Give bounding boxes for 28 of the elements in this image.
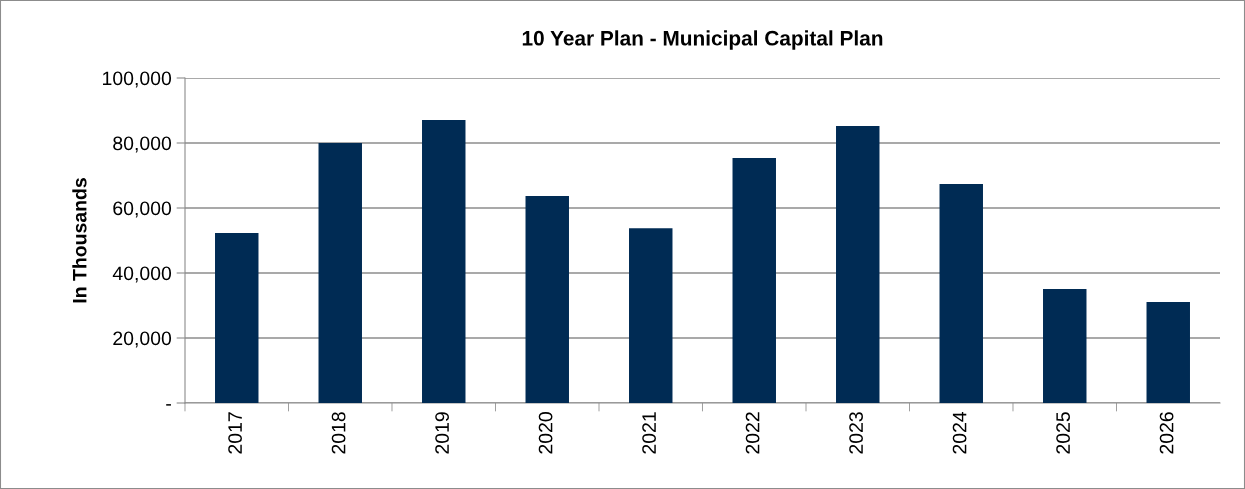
- x-tick-label: 2018: [331, 412, 346, 454]
- x-tick-label: 2021: [642, 412, 656, 454]
- x-tick-label: 2017: [228, 412, 242, 454]
- x-tick-label: 2019: [435, 412, 449, 454]
- x-tick-label: 2020: [538, 412, 553, 454]
- x-tick-label: 2023: [849, 412, 863, 454]
- chart-title: 10 Year Plan - Municipal Capital Plan: [522, 30, 883, 50]
- y-axis-title: In Thousands: [72, 178, 87, 303]
- bar: [1146, 301, 1190, 403]
- y-tick-label: -: [166, 404, 171, 406]
- bar: [939, 183, 983, 403]
- y-tick-label: 40,000: [112, 266, 172, 283]
- x-tick-label: 2026: [1159, 412, 1174, 454]
- bar: [836, 126, 880, 403]
- bar: [629, 228, 673, 403]
- bar: [318, 143, 362, 403]
- bar: [1043, 288, 1087, 403]
- y-tick-label: 80,000: [113, 136, 172, 153]
- x-tick-label: 2025: [1056, 412, 1070, 454]
- y-tick-label: 20,000: [113, 331, 172, 348]
- bar: [525, 195, 569, 403]
- x-tick-label: 2022: [745, 412, 760, 454]
- bar: [732, 157, 776, 403]
- bar: [422, 119, 466, 403]
- bar: [215, 233, 259, 403]
- y-tick-label: 60,000: [113, 201, 172, 218]
- y-tick-label: 100,000: [103, 71, 172, 88]
- x-tick-label: 2024: [952, 411, 967, 454]
